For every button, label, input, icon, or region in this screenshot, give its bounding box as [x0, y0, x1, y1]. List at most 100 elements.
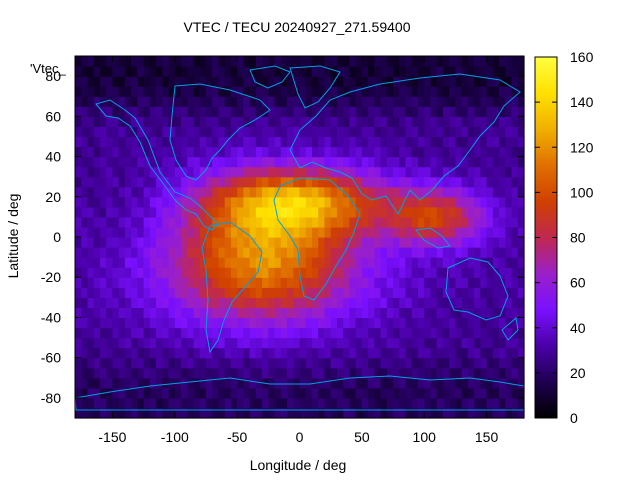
heatmap-cell	[393, 277, 400, 288]
heatmap-cell	[268, 96, 276, 107]
heatmap-cell	[368, 337, 375, 349]
heatmap-cell	[162, 106, 170, 117]
heatmap-cell	[212, 146, 220, 158]
heatmap-cell	[361, 337, 369, 349]
heatmap-cell	[193, 66, 201, 77]
heatmap-cell	[181, 156, 188, 168]
heatmap-cell	[243, 176, 251, 188]
heatmap-cell	[499, 387, 506, 399]
heatmap-cell	[106, 317, 114, 329]
heatmap-cell	[168, 96, 176, 107]
heatmap-cell	[311, 196, 319, 208]
heatmap-cell	[162, 146, 170, 158]
heatmap-cell	[480, 337, 488, 349]
heatmap-cell	[99, 267, 107, 278]
heatmap-cell	[274, 377, 282, 389]
heatmap-cell	[174, 176, 182, 188]
heatmap-cell	[174, 136, 182, 148]
heatmap-cell	[399, 287, 407, 298]
heatmap-cell	[511, 106, 519, 117]
heatmap-cell	[343, 216, 350, 228]
heatmap-cell	[486, 367, 494, 379]
heatmap-cell	[455, 226, 463, 238]
heatmap-cell	[174, 76, 182, 87]
heatmap-cell	[106, 146, 114, 158]
heatmap-cell	[156, 176, 163, 188]
heatmap-cell	[411, 397, 419, 409]
heatmap-cell	[280, 126, 288, 138]
heatmap-cell	[187, 297, 195, 308]
heatmap-cell	[361, 407, 369, 419]
heatmap-cell	[311, 96, 319, 107]
heatmap-cell	[199, 397, 207, 409]
heatmap-cell	[318, 76, 326, 87]
heatmap-cell	[455, 216, 463, 228]
heatmap-cell	[399, 257, 407, 268]
heatmap-cell	[318, 196, 326, 208]
heatmap-cell	[417, 387, 425, 399]
heatmap-cell	[181, 347, 188, 359]
heatmap-cell	[324, 237, 332, 248]
heatmap-cell	[368, 357, 375, 369]
heatmap-cell	[174, 216, 182, 228]
heatmap-cell	[424, 126, 432, 138]
heatmap-cell	[137, 66, 145, 77]
heatmap-cell	[343, 257, 350, 268]
heatmap-cell	[405, 96, 413, 107]
heatmap-cell	[436, 146, 444, 158]
heatmap-cell	[168, 317, 176, 329]
heatmap-cell	[81, 397, 89, 409]
heatmap-cell	[474, 116, 481, 127]
heatmap-cell	[124, 297, 132, 308]
heatmap-cell	[156, 267, 163, 278]
heatmap-cell	[405, 357, 413, 369]
heatmap-cell	[349, 216, 357, 228]
heatmap-cell	[106, 106, 114, 117]
heatmap-cell	[224, 257, 232, 268]
heatmap-cell	[274, 337, 282, 349]
heatmap-cell	[361, 347, 369, 359]
heatmap-cell	[405, 407, 413, 419]
heatmap-cell	[156, 96, 163, 107]
heatmap-cell	[243, 257, 251, 268]
heatmap-cell	[442, 327, 450, 339]
heatmap-cell	[343, 66, 350, 77]
heatmap-cell	[318, 237, 326, 248]
heatmap-cell	[224, 76, 232, 87]
heatmap-cell	[499, 166, 506, 178]
heatmap-cell	[87, 196, 95, 208]
heatmap-cell	[181, 287, 188, 298]
heatmap-cell	[262, 317, 269, 329]
heatmap-cell	[137, 307, 145, 319]
heatmap-cell	[299, 186, 307, 198]
heatmap-cell	[480, 397, 488, 409]
heatmap-cell	[124, 267, 132, 278]
heatmap-cell	[106, 126, 114, 138]
heatmap-cell	[137, 257, 145, 268]
heatmap-cell	[93, 66, 101, 77]
heatmap-cell	[499, 126, 506, 138]
heatmap-cell	[249, 126, 257, 138]
heatmap-cell	[361, 186, 369, 198]
heatmap-cell	[143, 397, 151, 409]
heatmap-cell	[417, 136, 425, 148]
heatmap-cell	[361, 126, 369, 138]
heatmap-cell	[393, 397, 400, 409]
heatmap-cell	[75, 277, 82, 288]
heatmap-cell	[474, 156, 481, 168]
heatmap-cell	[449, 257, 457, 268]
heatmap-cell	[162, 176, 170, 188]
heatmap-cell	[324, 307, 332, 319]
heatmap-cell	[474, 146, 481, 158]
heatmap-cell	[467, 277, 475, 288]
heatmap-cell	[449, 387, 457, 399]
heatmap-cell	[156, 106, 163, 117]
heatmap-cell	[461, 257, 469, 268]
heatmap-cell	[212, 226, 220, 238]
coastlines	[74, 65, 525, 411]
heatmap-cell	[461, 116, 469, 127]
heatmap-cell	[199, 237, 207, 248]
heatmap-cell	[393, 196, 400, 208]
heatmap-cell	[181, 367, 188, 379]
heatmap-cell	[243, 327, 251, 339]
